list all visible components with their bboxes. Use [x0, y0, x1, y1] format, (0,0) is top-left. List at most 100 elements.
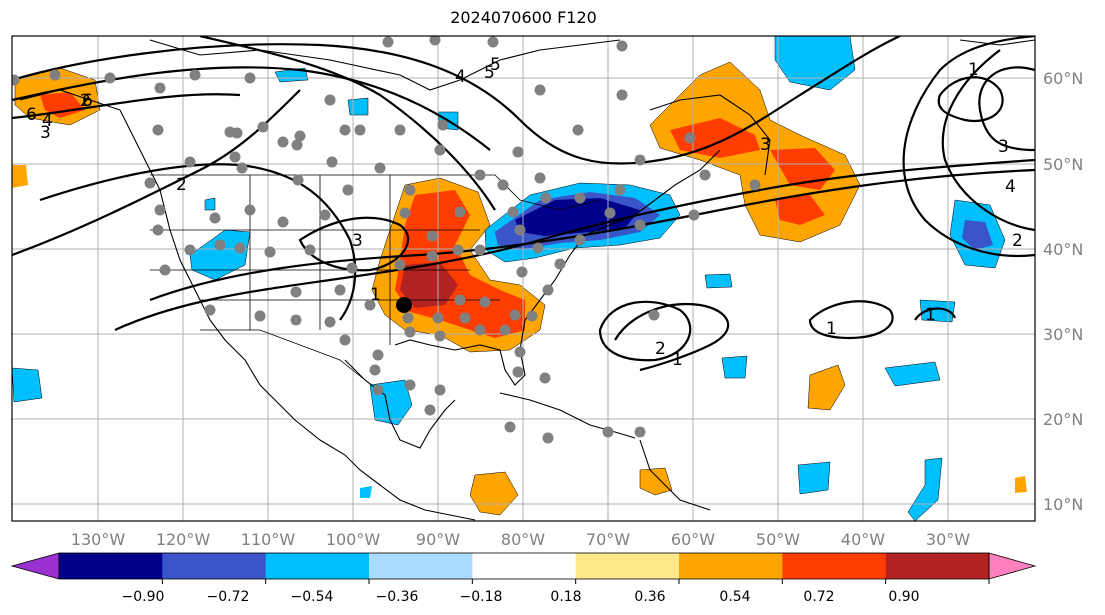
station-marker: [539, 372, 551, 384]
station-marker: [49, 69, 61, 81]
lon-label: 30°W: [926, 530, 970, 549]
colorbar-tick-label: 0.90: [888, 589, 919, 605]
colorbar-swatch: [162, 553, 267, 579]
station-marker: [648, 309, 660, 321]
station-marker: [404, 379, 416, 391]
station-marker: [634, 154, 646, 166]
station-marker: [152, 224, 164, 236]
colorbar-swatch: [369, 553, 473, 579]
station-marker: [534, 172, 546, 184]
positive-anomaly-region: [469, 471, 519, 516]
station-marker: [229, 151, 241, 163]
colorbar-tick-label: 0.54: [719, 589, 750, 605]
contour-label: 1: [968, 60, 979, 80]
station-marker: [699, 169, 711, 181]
station-marker: [277, 136, 289, 148]
station-marker: [454, 206, 466, 218]
station-marker: [532, 242, 544, 254]
station-marker: [572, 124, 584, 136]
negative-anomaly-region: [704, 273, 733, 289]
station-marker: [184, 156, 196, 168]
station-marker: [372, 384, 384, 396]
station-marker: [474, 324, 486, 336]
colorbar-swatch: [265, 553, 370, 579]
lon-label: 70°W: [586, 530, 630, 549]
station-marker: [429, 36, 441, 46]
lon-label: 60°W: [671, 530, 715, 549]
political-borders: [150, 174, 601, 381]
colorbar-swatch: [575, 553, 680, 579]
station-marker: [614, 184, 626, 196]
station-marker: [244, 72, 256, 84]
colorbar-tick-label: −0.36: [376, 589, 419, 605]
station-marker: [326, 156, 338, 168]
colorbar: [10, 552, 1037, 584]
contour-label: 1: [826, 319, 837, 339]
lon-label: 110°W: [241, 530, 296, 549]
station-marker: [542, 432, 554, 444]
station-marker: [144, 177, 156, 189]
station-marker: [514, 346, 526, 358]
station-marker: [499, 324, 511, 336]
colorbar-ticks: −0.90 −0.72 −0.54 −0.36 −0.18 0.18 0.36 …: [122, 589, 920, 605]
positive-anomaly-region: [400, 262, 458, 308]
colorbar-swatch: [782, 553, 887, 579]
station-marker: [374, 162, 386, 174]
station-marker: [277, 216, 289, 228]
station-marker: [104, 72, 116, 84]
coastlines: [19, 39, 1035, 521]
negative-anomaly-region: [360, 486, 372, 498]
colorbar-swatch: [59, 553, 163, 579]
map-frame: [11, 35, 1036, 522]
station-marker: [189, 69, 201, 81]
station-marker: [474, 244, 486, 256]
highlighted-station-marker: [396, 297, 412, 313]
contour-label: 1: [925, 305, 936, 325]
station-marker: [290, 286, 302, 298]
station-marker: [509, 309, 521, 321]
colorbar-swatch: [679, 553, 783, 579]
station-marker: [534, 84, 546, 96]
station-marker: [574, 234, 586, 246]
station-marker: [354, 124, 366, 136]
station-marker: [204, 304, 216, 316]
station-marker: [264, 246, 276, 258]
station-markers: [12, 36, 761, 444]
station-marker: [319, 209, 331, 221]
lat-label: 40°N: [1043, 240, 1083, 259]
station-marker: [507, 206, 519, 218]
station-marker: [526, 310, 538, 322]
station-marker: [634, 219, 646, 231]
station-marker: [334, 284, 346, 296]
lon-label: 80°W: [501, 530, 545, 549]
contour-label: 5: [490, 55, 501, 75]
station-marker: [459, 312, 471, 324]
station-marker: [154, 82, 166, 94]
station-marker: [294, 130, 306, 142]
lon-label: 130°W: [71, 530, 126, 549]
colorbar-swatch: [472, 553, 577, 579]
negative-anomaly-region: [515, 198, 640, 236]
contour-label: 2: [1012, 231, 1023, 251]
station-marker: [424, 404, 436, 416]
station-marker: [324, 94, 336, 106]
station-marker: [688, 209, 700, 221]
station-marker: [394, 124, 406, 136]
station-marker: [209, 212, 221, 224]
station-marker: [372, 349, 384, 361]
contour-label: 4: [42, 111, 53, 131]
negative-anomaly-region: [12, 367, 43, 403]
lat-label: 50°N: [1043, 155, 1083, 174]
negative-anomaly-region: [204, 197, 216, 211]
lon-axis: 130°W 120°W 110°W 100°W 90°W 80°W 70°W 6…: [71, 530, 970, 549]
station-marker: [434, 384, 446, 396]
negative-anomaly-region: [721, 355, 748, 379]
colorbar-tick-label: 0.18: [550, 589, 581, 605]
station-marker: [12, 74, 20, 86]
station-marker: [382, 36, 394, 48]
station-marker: [257, 121, 269, 133]
station-marker: [497, 179, 509, 191]
lat-label: 30°N: [1043, 325, 1083, 344]
anomaly-shading: [12, 36, 1027, 521]
negative-anomaly-region: [189, 229, 251, 281]
